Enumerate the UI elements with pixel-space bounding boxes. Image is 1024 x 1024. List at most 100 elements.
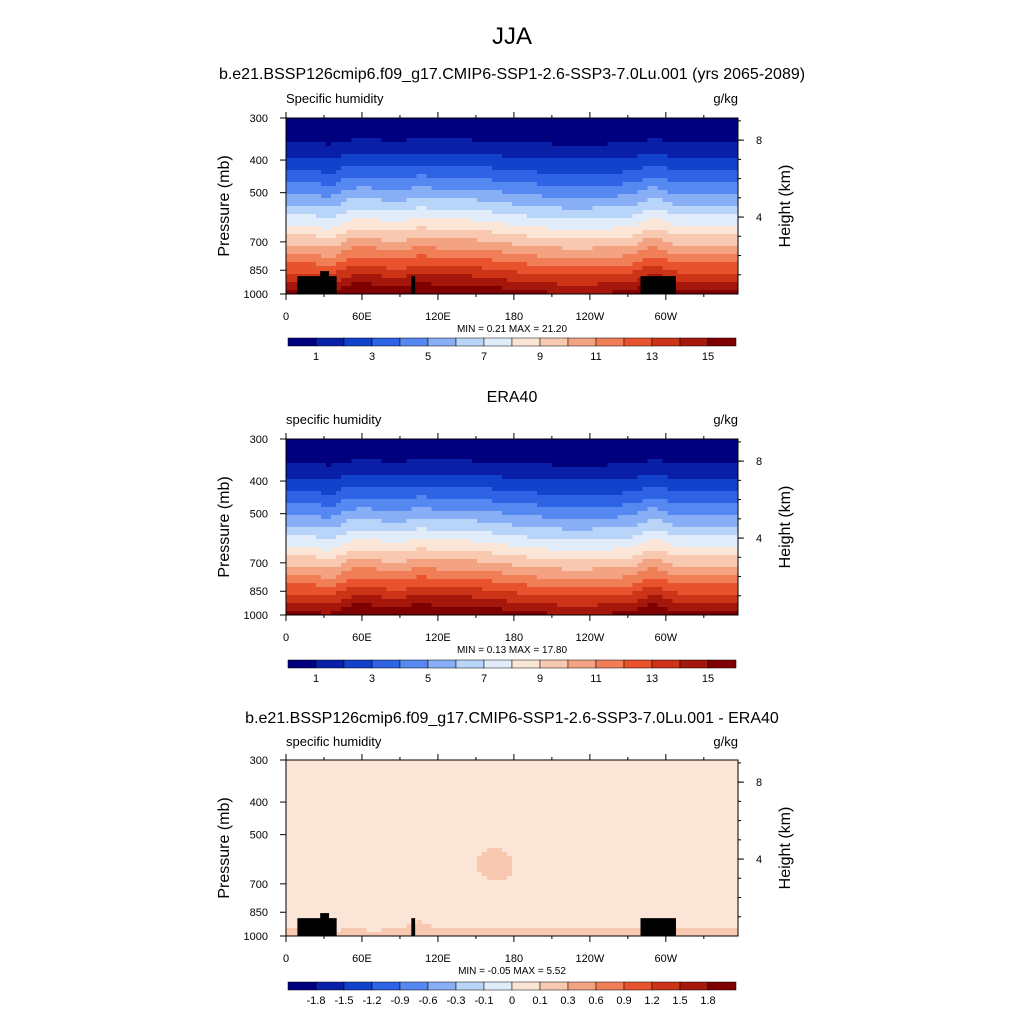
field-cell: [401, 463, 408, 468]
field-cell: [732, 214, 739, 219]
field-cell: [336, 226, 342, 231]
field-cell: [542, 246, 548, 251]
field-cell: [657, 130, 664, 135]
field-cell: [321, 230, 327, 235]
field-cell: [707, 162, 714, 167]
field-cell: [697, 150, 704, 155]
field-cell: [361, 447, 367, 452]
field-cell: [602, 459, 609, 464]
field-cell: [456, 134, 463, 139]
field-cell: [582, 194, 588, 199]
field-cell: [702, 186, 709, 191]
field-cell: [486, 170, 493, 175]
field-cell: [456, 286, 463, 291]
field-cell: [406, 455, 413, 460]
field-cell: [647, 206, 654, 211]
field-cell: [416, 146, 423, 151]
field-cell: [557, 258, 563, 263]
field-cell: [617, 166, 624, 171]
field-cell: [717, 286, 724, 291]
field-cell: [506, 250, 513, 255]
field-cell: [501, 447, 508, 452]
field-cell: [446, 118, 453, 123]
field-cell: [632, 447, 639, 452]
field-cell: [732, 238, 739, 243]
field-cell: [557, 166, 563, 171]
field-cell: [426, 182, 433, 187]
field-cell: [662, 194, 669, 199]
field-cell: [321, 130, 327, 135]
field-cell: [286, 471, 292, 476]
field-cell: [717, 122, 724, 127]
field-cell: [441, 479, 448, 484]
field-cell: [491, 459, 498, 464]
field-cell: [662, 463, 669, 468]
field-cell: [326, 230, 332, 235]
field-cell: [692, 278, 699, 283]
field-cell: [416, 290, 423, 295]
field-cell: [291, 138, 297, 143]
field-cell: [356, 238, 362, 243]
field-cell: [652, 138, 659, 143]
field-cell: [451, 150, 458, 155]
field-cell: [506, 286, 513, 291]
field-cell: [411, 238, 418, 243]
field-cell: [537, 274, 543, 279]
field-cell: [436, 118, 443, 123]
field-cell: [421, 194, 428, 199]
field-cell: [572, 206, 578, 211]
field-cell: [652, 210, 659, 215]
field-cell: [727, 194, 734, 199]
field-cell: [436, 439, 443, 444]
field-cell: [632, 290, 639, 295]
field-cell: [356, 126, 362, 131]
field-cell: [662, 254, 669, 259]
field-cell: [682, 286, 689, 291]
field-cell: [637, 439, 644, 444]
field-cell: [501, 234, 508, 239]
field-cell: [512, 182, 518, 187]
field-cell: [491, 162, 498, 167]
field-cell: [356, 118, 362, 123]
field-cell: [732, 190, 739, 195]
field-cell: [436, 266, 443, 271]
field-cell: [436, 238, 443, 243]
field-cell: [662, 214, 669, 219]
field-cell: [376, 158, 383, 163]
field-cell: [401, 194, 408, 199]
field-cell: [436, 475, 443, 480]
field-cell: [356, 174, 362, 179]
field-cell: [692, 138, 699, 143]
field-cell: [542, 266, 548, 271]
field-cell: [677, 451, 684, 456]
field-cell: [446, 218, 453, 223]
field-cell: [356, 158, 362, 163]
field-cell: [371, 158, 377, 163]
field-cell: [416, 122, 423, 127]
field-cell: [727, 443, 734, 448]
field-cell: [727, 158, 734, 163]
field-cell: [692, 443, 699, 448]
field-cell: [501, 443, 508, 448]
field-cell: [506, 282, 513, 287]
field-cell: [436, 130, 443, 135]
field-cell: [722, 467, 729, 472]
field-cell: [291, 274, 297, 279]
field-cell: [446, 162, 453, 167]
field-cell: [471, 174, 478, 179]
field-cell: [712, 471, 719, 476]
field-cell: [296, 206, 302, 211]
field-cell: [446, 447, 453, 452]
field-cell: [572, 146, 578, 151]
field-cell: [426, 475, 433, 480]
field-cell: [371, 238, 377, 243]
field-cell: [517, 186, 523, 191]
field-cell: [732, 471, 739, 476]
field-cell: [532, 234, 538, 239]
field-cell: [321, 475, 327, 480]
field-cell: [406, 222, 413, 227]
field-cell: [481, 190, 488, 195]
field-cell: [506, 471, 513, 476]
field-cell: [667, 234, 674, 239]
field-cell: [557, 206, 563, 211]
